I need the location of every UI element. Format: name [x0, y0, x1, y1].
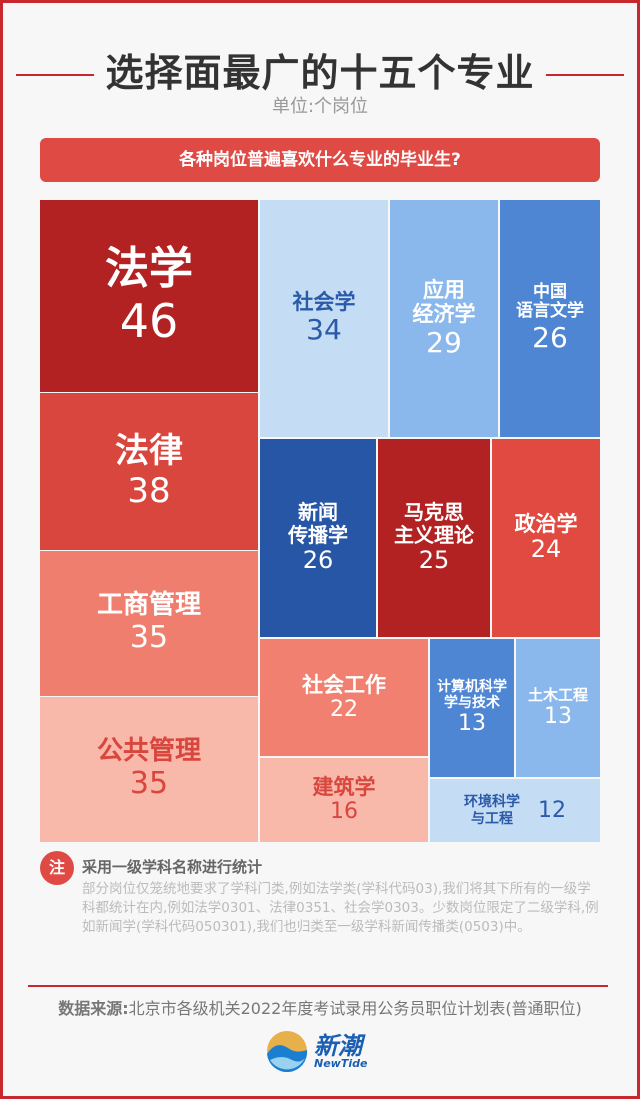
note-body: 部分岗位仅笼统地要求了学科门类,例如法学类(学科代码03),我们将其下所有的一级… [82, 881, 599, 935]
cell-label: 应用 经济学 [412, 278, 476, 327]
cell-label: 社会学 [292, 290, 356, 315]
cell-label: 土木工程 [527, 685, 588, 704]
cell-label: 公共管理 [96, 736, 201, 767]
treemap-cell: 计算机科学 学与技术 13 [430, 639, 514, 777]
note-badge: 注 [40, 851, 74, 885]
cell-label: 法律 [115, 431, 183, 472]
cell-value: 29 [426, 325, 462, 359]
treemap-cell: 中国 语言文学 26 [500, 200, 600, 437]
treemap-cell: 环境科学 与工程 12 [430, 779, 600, 842]
cell-value: 35 [129, 766, 169, 802]
cell-value: 34 [306, 313, 342, 347]
cell-value: 13 [544, 703, 572, 729]
newtide-logo: 新潮 NewTide [266, 1030, 367, 1072]
cell-label: 计算机科学 学与技术 [437, 679, 507, 712]
treemap-cell: 土木工程 13 [516, 639, 600, 777]
wave-logo-icon [267, 1031, 308, 1072]
treemap-cell: 社会工作 22 [260, 639, 428, 756]
cell-value: 25 [418, 546, 450, 575]
treemap-cell: 法学 46 [40, 200, 258, 392]
cell-value: 35 [129, 620, 169, 656]
treemap-cell: 公共管理 35 [40, 697, 258, 842]
cell-value: 26 [302, 546, 334, 575]
cell-value: 13 [458, 711, 486, 737]
cell-value: 38 [127, 470, 171, 511]
page-title: 选择面最广的十五个专业 [105, 51, 535, 95]
treemap-cell: 政治学 24 [492, 439, 600, 637]
treemap-cell: 马克思 主义理论 25 [378, 439, 490, 637]
divider [28, 985, 608, 987]
cell-label: 政治学 [514, 512, 578, 537]
cell-label: 建筑学 [312, 775, 376, 800]
cell-label: 工商管理 [96, 590, 201, 621]
cell-label: 马克思 主义理论 [394, 500, 474, 548]
cell-label: 法学 [105, 243, 193, 295]
source-text: 北京市各级机关2022年度考试录用公务员职位计划表(普通职位) [128, 999, 582, 1018]
cell-value: 24 [530, 535, 562, 564]
unit-label: 单位:个岗位 [271, 96, 369, 117]
cell-label: 中国 语言文学 [516, 281, 584, 322]
note-title: 采用一级学科名称进行统计 [82, 858, 263, 876]
treemap-cell: 社会学 34 [260, 200, 388, 437]
treemap-cell: 法律 38 [40, 393, 258, 550]
cell-label: 环境科学 与工程 [464, 794, 520, 827]
treemap-cell: 新闻 传播学 26 [260, 439, 376, 637]
cell-value: 22 [330, 696, 358, 722]
question-banner: 各种岗位普遍喜欢什么专业的毕业生? [40, 138, 600, 182]
source-label: 数据来源: [58, 999, 129, 1018]
title-line-right [546, 74, 624, 76]
treemap-cell: 应用 经济学 29 [390, 200, 498, 437]
treemap-cell: 工商管理 35 [40, 551, 258, 696]
logo-cn: 新潮 [314, 1031, 362, 1060]
cell-value: 12 [538, 797, 566, 823]
treemap-cell: 建筑学 16 [260, 758, 428, 842]
cell-value: 26 [532, 320, 568, 354]
logo-en: NewTide [314, 1056, 368, 1070]
title-line-left [16, 74, 94, 76]
cell-label: 社会工作 [302, 672, 386, 697]
cell-value: 46 [119, 293, 179, 348]
cell-label: 新闻 传播学 [288, 500, 348, 548]
cell-value: 16 [330, 799, 358, 825]
data-source: 数据来源:北京市各级机关2022年度考试录用公务员职位计划表(普通职位) [0, 995, 640, 1019]
